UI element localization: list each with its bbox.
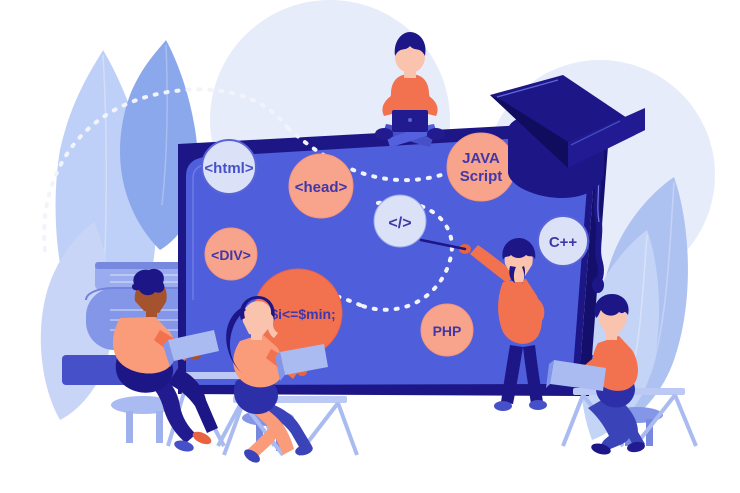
- svg-text:<html>: <html>: [204, 160, 253, 177]
- svg-text:Script: Script: [460, 168, 503, 185]
- svg-text:JAVA: JAVA: [462, 150, 500, 167]
- svg-text:PHP: PHP: [433, 323, 462, 339]
- svg-text:<DIV>: <DIV>: [211, 247, 251, 263]
- svg-text:C++: C++: [549, 234, 578, 251]
- svg-text:<head>: <head>: [295, 179, 348, 196]
- svg-text:</>: </>: [388, 215, 411, 232]
- svg-text:$i<=$min;: $i<=$min;: [270, 306, 335, 322]
